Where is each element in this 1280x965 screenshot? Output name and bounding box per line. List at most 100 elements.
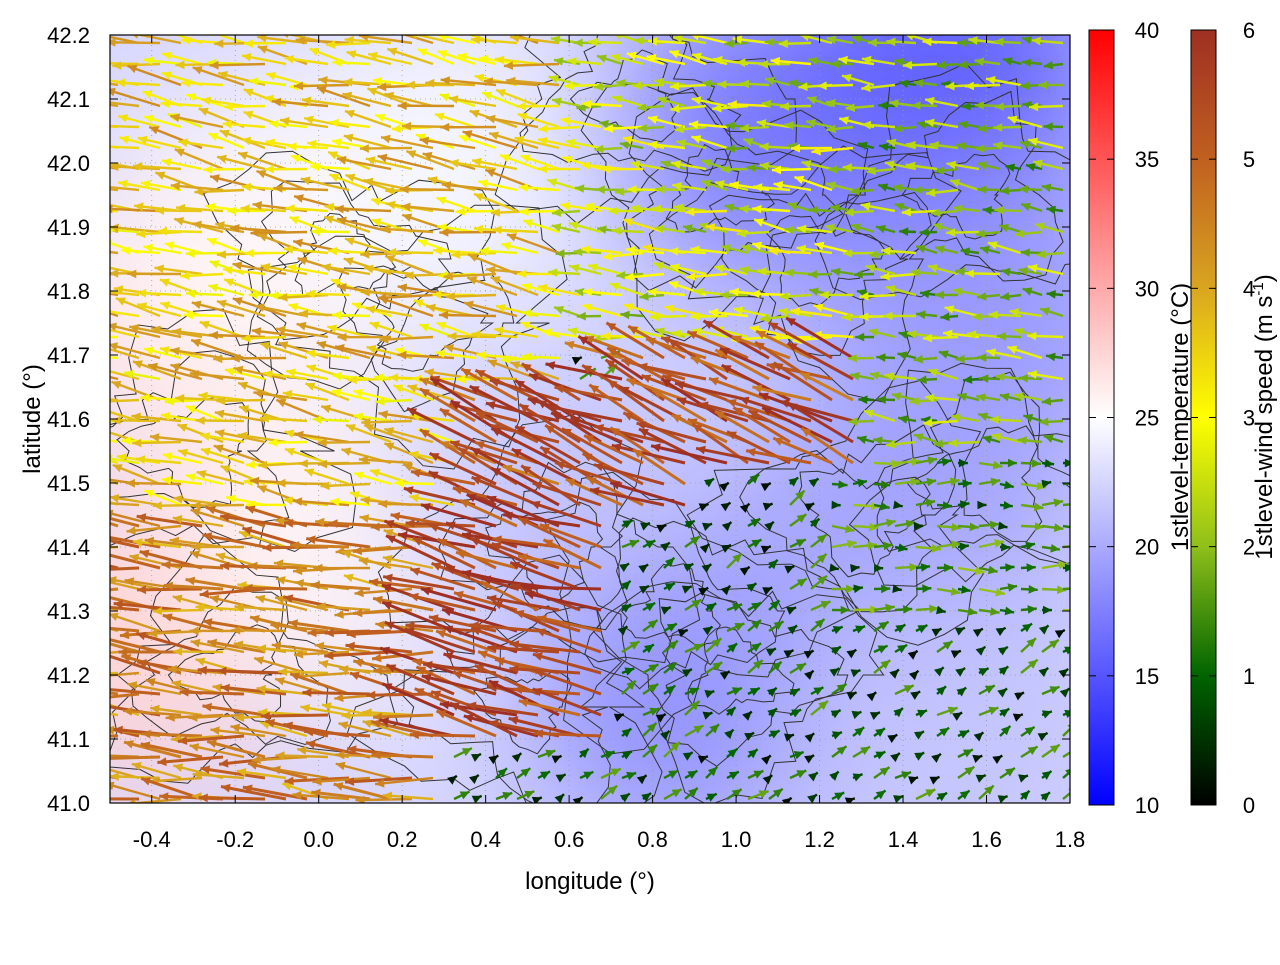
wind-vector-head xyxy=(91,342,101,350)
colorbar-tick-label: 35 xyxy=(1135,147,1159,172)
colorbar-tick-label: 0 xyxy=(1243,793,1255,818)
x-tick-label: 0.6 xyxy=(554,827,585,852)
wind-vector-head xyxy=(67,271,76,280)
colorbar-tick-label: 1 xyxy=(1243,664,1255,689)
wind-vector-head xyxy=(69,394,78,403)
wind-vector xyxy=(410,735,475,736)
wind-vector xyxy=(261,715,328,716)
wind-vector xyxy=(52,765,118,778)
wind-vector-head xyxy=(92,698,102,706)
wind-vector-head xyxy=(103,205,112,214)
wind-vector xyxy=(1063,503,1083,505)
wind-vector-head xyxy=(381,26,391,34)
wind-vector-head xyxy=(79,432,89,441)
wind-vector-head xyxy=(59,589,68,598)
wind-vector-head xyxy=(88,762,98,770)
wind-vector-head xyxy=(99,754,108,763)
wind-vector-head xyxy=(93,122,102,131)
wind-vector-head xyxy=(1070,746,1080,755)
wind-vector-head xyxy=(94,406,104,414)
wind-vector-head xyxy=(79,509,89,517)
colorbar-tick-label: 30 xyxy=(1135,276,1159,301)
colorbar-tick-label: 10 xyxy=(1135,793,1159,818)
y-tick-label: 41.2 xyxy=(47,663,90,688)
y-tick-label: 41.4 xyxy=(47,535,90,560)
colorbar-tick-label: 25 xyxy=(1135,406,1159,431)
colorbar-tick-label: 20 xyxy=(1135,535,1159,560)
wind-vector-head xyxy=(88,575,98,584)
wind-vector-head xyxy=(91,397,100,406)
wind-vector-head xyxy=(95,324,105,332)
wind-vector-head xyxy=(93,426,103,434)
wind-vector-head xyxy=(66,74,76,83)
x-tick-label: 0.8 xyxy=(637,827,668,852)
wind-vector-head xyxy=(77,54,87,63)
wind-vector xyxy=(523,587,601,589)
x-tick-label: 0.4 xyxy=(470,827,501,852)
wind-vector-head xyxy=(75,120,84,129)
wind-vector-head xyxy=(82,634,92,642)
wind-vector-head xyxy=(78,695,87,704)
wind-vector xyxy=(243,588,307,589)
x-tick-label: 1.4 xyxy=(888,827,919,852)
x-tick-label: -0.4 xyxy=(133,827,171,852)
colorbar-tick-label: 15 xyxy=(1135,664,1159,689)
wind-vector-head xyxy=(1080,607,1089,616)
wind-vector-head xyxy=(67,181,77,190)
wind-vector-head xyxy=(95,76,105,85)
wind-vector xyxy=(137,589,202,590)
y-tick-label: 42.0 xyxy=(47,151,90,176)
wind-vector-head xyxy=(73,566,82,575)
wind-vector-head xyxy=(1075,541,1084,550)
wind-vector-head xyxy=(1074,500,1083,509)
y-tick-label: 41.3 xyxy=(47,599,90,624)
wind-vector-head xyxy=(95,650,105,658)
wind-colorbar-label: 1stlevel-wind speed (m s-1) xyxy=(1250,274,1278,559)
wind-vector-head xyxy=(69,705,79,714)
y-tick-label: 41.9 xyxy=(47,215,90,240)
wind-label-end: ) xyxy=(1251,274,1278,282)
y-tick-label: 41.8 xyxy=(47,279,90,304)
wind-vector-head xyxy=(77,137,87,146)
wind-vector xyxy=(92,63,139,64)
wind-vector-head xyxy=(75,718,85,727)
y-tick-label: 41.1 xyxy=(47,727,90,752)
wind-vector xyxy=(93,126,139,127)
x-axis-label: longitude (°) xyxy=(525,868,655,895)
wind-vector-head xyxy=(86,498,95,507)
wind-vector-head xyxy=(485,23,495,31)
wind-vector-head xyxy=(103,455,113,464)
wind-vector xyxy=(1063,588,1082,589)
x-tick-label: 1.8 xyxy=(1055,827,1086,852)
y-tick-label: 41.5 xyxy=(47,471,90,496)
wind-vector-head xyxy=(65,651,74,660)
y-tick-label: 42.1 xyxy=(47,87,90,112)
x-tick-label: 1.6 xyxy=(971,827,1002,852)
x-tick-label: 1.2 xyxy=(804,827,835,852)
y-axis-label: latitude (°) xyxy=(19,364,46,474)
x-tick-label: 0.2 xyxy=(387,827,418,852)
colorbar-tick-label: 40 xyxy=(1135,18,1159,43)
x-tick-label: -0.2 xyxy=(216,827,254,852)
wind-vector-head xyxy=(93,199,103,208)
wind-vector-head xyxy=(95,142,104,151)
wind-vector-head xyxy=(93,365,103,373)
wind-vector-head xyxy=(93,59,102,68)
x-tick-label: 0.0 xyxy=(303,827,334,852)
wind-label-main: 1stlevel-wind speed (m s xyxy=(1251,296,1278,560)
wind-vector-head xyxy=(99,635,109,643)
wind-vector xyxy=(53,751,118,757)
temperature-colorbar-label: 1stlevel-temperature (°C) xyxy=(1167,283,1194,551)
wind-vector-head xyxy=(1073,584,1082,593)
wind-vector-head xyxy=(93,701,103,710)
wind-vector-head xyxy=(1069,523,1079,532)
wind-vector-head xyxy=(93,287,102,296)
wind-vector-head xyxy=(65,243,75,252)
y-tick-label: 41.7 xyxy=(47,343,90,368)
wind-vector-head xyxy=(77,450,87,458)
colorbar-tick-label: 5 xyxy=(1243,147,1255,172)
wind-vector xyxy=(99,757,160,759)
wind-vector-head xyxy=(97,533,107,542)
wind-vector-head xyxy=(92,262,102,271)
